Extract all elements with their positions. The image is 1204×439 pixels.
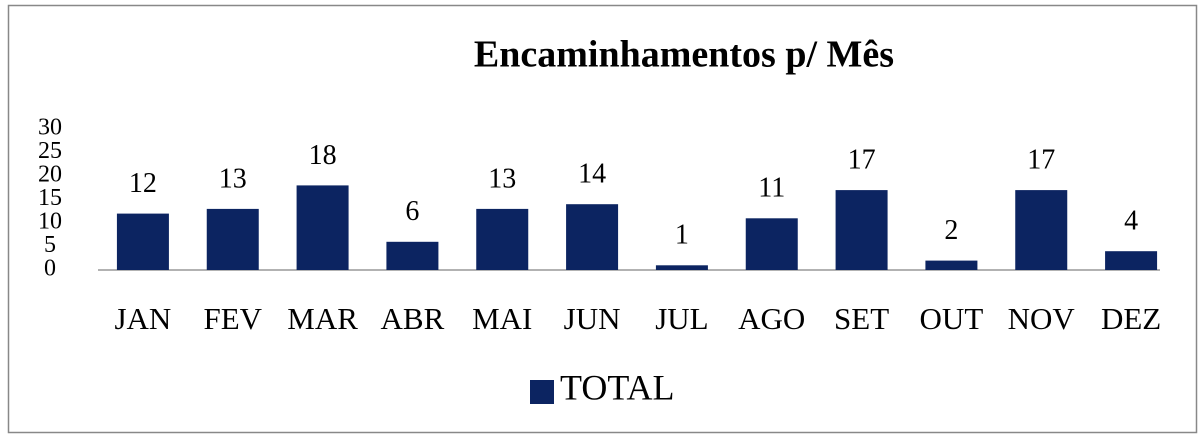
y-tick-label: 15: [38, 185, 62, 211]
bar: [296, 185, 349, 270]
bar: [835, 190, 888, 270]
data-label: 17: [848, 145, 876, 176]
y-tick-label: 25: [38, 138, 62, 164]
data-label: 18: [309, 140, 337, 171]
data-label: 12: [129, 168, 157, 199]
bar: [206, 208, 259, 270]
data-label: 4: [1124, 206, 1138, 237]
data-label: 1: [675, 220, 689, 251]
bar: [566, 204, 619, 270]
bar: [116, 213, 169, 270]
y-tick-label: 30: [38, 115, 62, 141]
x-tick-label: JUL: [655, 301, 708, 336]
y-tick-label: 10: [38, 209, 62, 235]
y-tick-label: 0: [44, 256, 56, 282]
bar: [476, 208, 529, 270]
y-tick-label: 5: [44, 232, 56, 258]
x-tick-label: FEV: [203, 301, 262, 336]
bar: [386, 241, 439, 270]
x-tick-label: AGO: [738, 301, 805, 336]
legend-label: TOTAL: [560, 367, 674, 407]
bar: [1015, 190, 1068, 270]
data-label: 6: [405, 196, 419, 227]
x-tick-label: MAR: [287, 301, 358, 336]
data-label: 17: [1027, 145, 1055, 176]
x-tick-label: SET: [834, 301, 889, 336]
x-tick-label: JUN: [564, 301, 621, 336]
data-label: 11: [758, 173, 785, 204]
data-label: 13: [488, 163, 516, 194]
x-tick-label: DEZ: [1101, 301, 1161, 336]
bar: [925, 260, 978, 270]
data-label: 2: [944, 215, 958, 246]
x-tick-label: JAN: [114, 301, 171, 336]
legend-swatch: [530, 380, 554, 404]
bar: [655, 265, 708, 270]
bar: [745, 218, 798, 270]
x-tick-label: OUT: [920, 301, 984, 336]
bar: [1105, 251, 1158, 270]
x-tick-label: MAI: [472, 301, 532, 336]
x-tick-label: ABR: [381, 301, 445, 336]
chart-title: Encaminhamentos p/ Mês: [474, 34, 894, 76]
y-tick-label: 20: [38, 162, 62, 188]
x-tick-label: NOV: [1008, 301, 1076, 336]
data-label: 13: [219, 163, 247, 194]
data-label: 14: [578, 159, 606, 190]
